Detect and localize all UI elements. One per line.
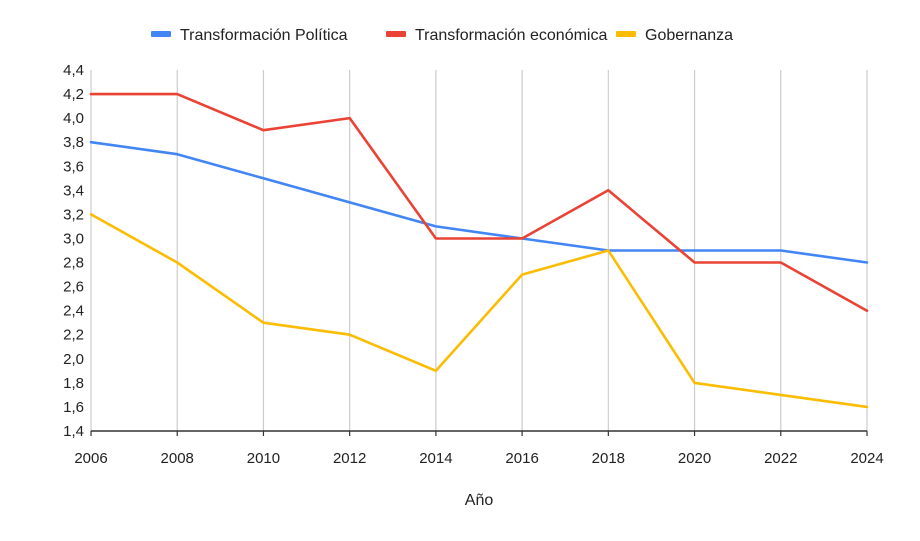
y-tick-label: 4,4 (63, 62, 84, 79)
x-tick-label: 2022 (764, 450, 797, 467)
y-tick-label: 2,6 (63, 279, 84, 296)
x-tick-label: 2012 (333, 450, 366, 467)
legend-item-3: Gobernanza (616, 27, 733, 44)
series-line-3 (89, 213, 869, 409)
x-tick-label: 2020 (678, 450, 711, 467)
y-tick-label: 1,6 (63, 399, 84, 416)
legend: Transformación Política Transformación ec… (151, 27, 733, 44)
series-line-2 (89, 92, 869, 313)
y-tick-label: 1,8 (63, 375, 84, 392)
y-tick-label: 2,4 (63, 303, 84, 320)
legend-label: Transformación Política (180, 27, 348, 44)
x-tick-label: 2008 (161, 450, 194, 467)
x-tick-label: 2006 (74, 450, 107, 467)
x-tick-label: 2018 (592, 450, 625, 467)
x-tick-label: 2014 (419, 450, 452, 467)
x-axis-ticks: 2006 2008 2010 2012 2014 2016 2018 2020 2022 2024 (74, 431, 884, 467)
legend-label: Transformación económica (415, 27, 607, 44)
series-lines (89, 92, 869, 409)
legend-item-1: Transformación Política (151, 27, 348, 44)
y-axis-ticks: 1,4 1,6 1,8 2,0 2,2 2,4 2,6 2,8 3,0 3,2 3,4 3,6 3,8 4… (63, 62, 84, 440)
legend-label: Gobernanza (645, 27, 733, 44)
series-line-1 (89, 140, 869, 264)
y-tick-label: 2,0 (63, 351, 84, 368)
x-tick-label: 2016 (505, 450, 538, 467)
y-tick-label: 3,2 (63, 206, 84, 223)
legend-item-2: Transformación económica (386, 27, 607, 44)
legend-swatch (616, 31, 636, 37)
y-tick-label: 3,6 (63, 158, 84, 175)
legend-swatch (151, 31, 171, 37)
x-axis-title: Año (465, 492, 494, 509)
y-tick-label: 3,8 (63, 134, 84, 151)
legend-swatch (386, 31, 406, 37)
y-tick-label: 3,4 (63, 182, 84, 199)
y-tick-label: 2,2 (63, 327, 84, 344)
y-tick-label: 4,2 (63, 86, 84, 103)
y-tick-label: 4,0 (63, 110, 84, 127)
x-tick-label: 2024 (850, 450, 883, 467)
y-tick-label: 1,4 (63, 423, 84, 440)
x-tick-label: 2010 (247, 450, 280, 467)
y-tick-label: 2,8 (63, 255, 84, 272)
y-tick-label: 3,0 (63, 230, 84, 247)
